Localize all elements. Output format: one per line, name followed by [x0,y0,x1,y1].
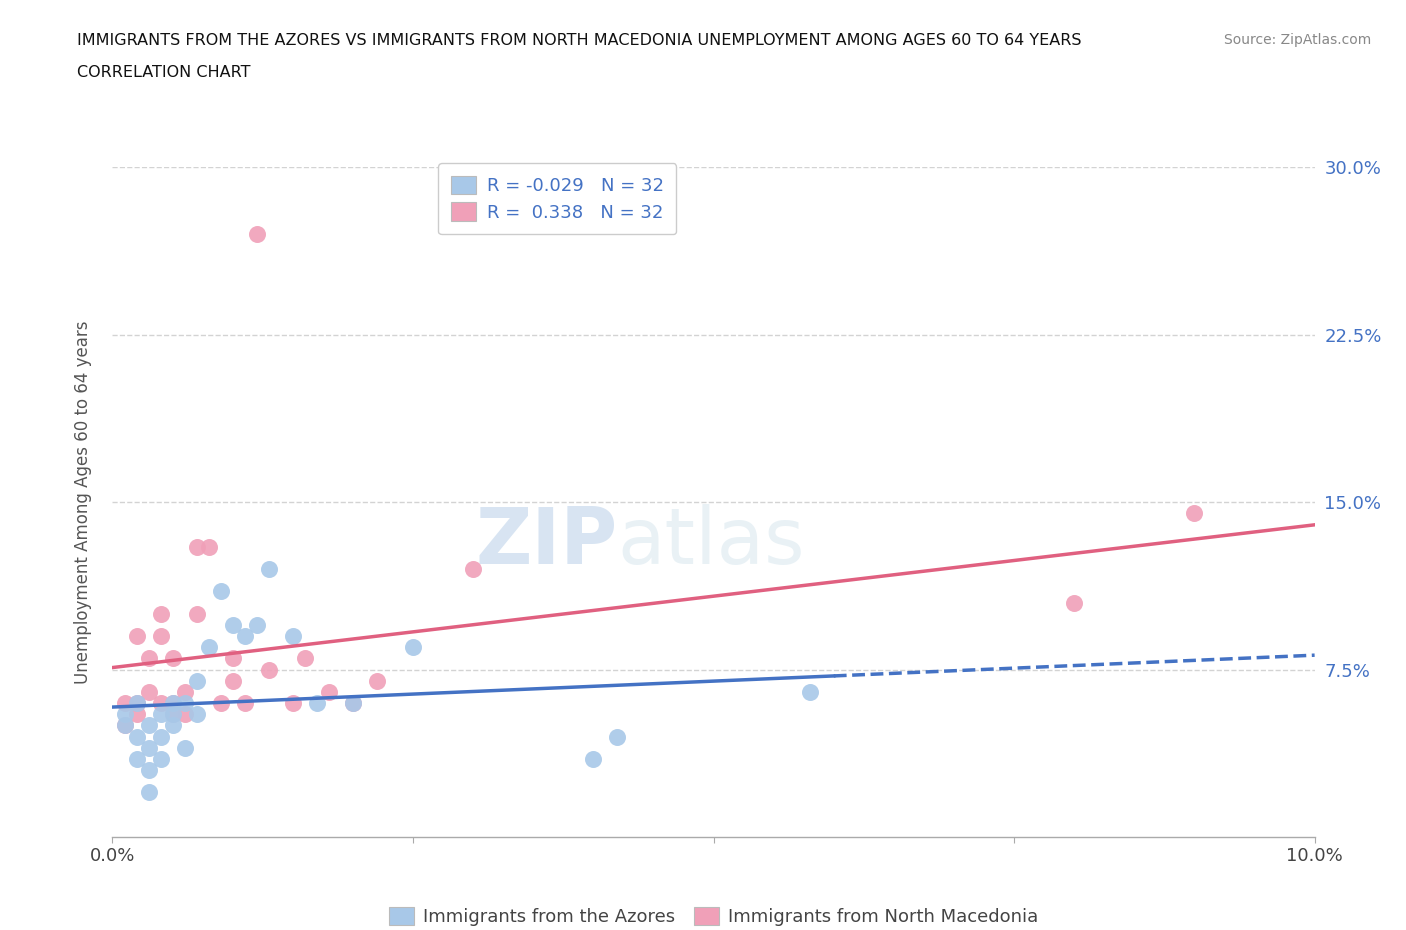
Point [342,696,364,711]
Point [233,629,256,644]
Point [173,707,195,722]
Point [294,651,316,666]
Text: ZIP: ZIP [475,504,617,580]
Point [305,696,328,711]
Text: IMMIGRANTS FROM THE AZORES VS IMMIGRANTS FROM NORTH MACEDONIA UNEMPLOYMENT AMONG: IMMIGRANTS FROM THE AZORES VS IMMIGRANTS… [77,33,1081,47]
Point [149,606,172,621]
Point [138,740,160,755]
Point [246,618,269,632]
Point [162,696,184,711]
Point [222,673,245,688]
Point [799,684,821,699]
Point [209,584,232,599]
Point [257,562,280,577]
Point [138,785,160,800]
Point [1063,595,1085,610]
Point [197,640,219,655]
Point [125,707,148,722]
Point [149,696,172,711]
Point [114,718,136,733]
Point [138,763,160,777]
Point [257,662,280,677]
Point [186,707,208,722]
Point [125,729,148,744]
Point [162,651,184,666]
Point [125,696,148,711]
Point [222,618,245,632]
Text: CORRELATION CHART: CORRELATION CHART [77,65,250,80]
Point [162,707,184,722]
Point [582,751,605,766]
Point [149,707,172,722]
Point [138,684,160,699]
Point [342,696,364,711]
Point [162,718,184,733]
Point [114,696,136,711]
Point [149,751,172,766]
Point [222,651,245,666]
Point [402,640,425,655]
Point [138,651,160,666]
Point [125,696,148,711]
Point [125,629,148,644]
Point [233,696,256,711]
Point [173,696,195,711]
Point [318,684,340,699]
Point [162,696,184,711]
Point [162,707,184,722]
Point [173,740,195,755]
Point [173,684,195,699]
Text: atlas: atlas [617,504,804,580]
Legend: Immigrants from the Azores, Immigrants from North Macedonia: Immigrants from the Azores, Immigrants f… [382,899,1045,930]
Point [186,606,208,621]
Point [186,673,208,688]
Point [197,539,219,554]
Point [114,718,136,733]
Point [281,629,304,644]
Point [606,729,628,744]
Point [281,696,304,711]
Point [186,539,208,554]
Point [149,629,172,644]
Point [246,227,269,242]
Point [114,707,136,722]
Point [366,673,388,688]
Y-axis label: Unemployment Among Ages 60 to 64 years: Unemployment Among Ages 60 to 64 years [73,321,91,684]
Point [125,751,148,766]
Point [461,562,484,577]
Point [149,729,172,744]
Point [209,696,232,711]
Text: Source: ZipAtlas.com: Source: ZipAtlas.com [1223,33,1371,46]
Point [138,718,160,733]
Point [1184,506,1206,521]
